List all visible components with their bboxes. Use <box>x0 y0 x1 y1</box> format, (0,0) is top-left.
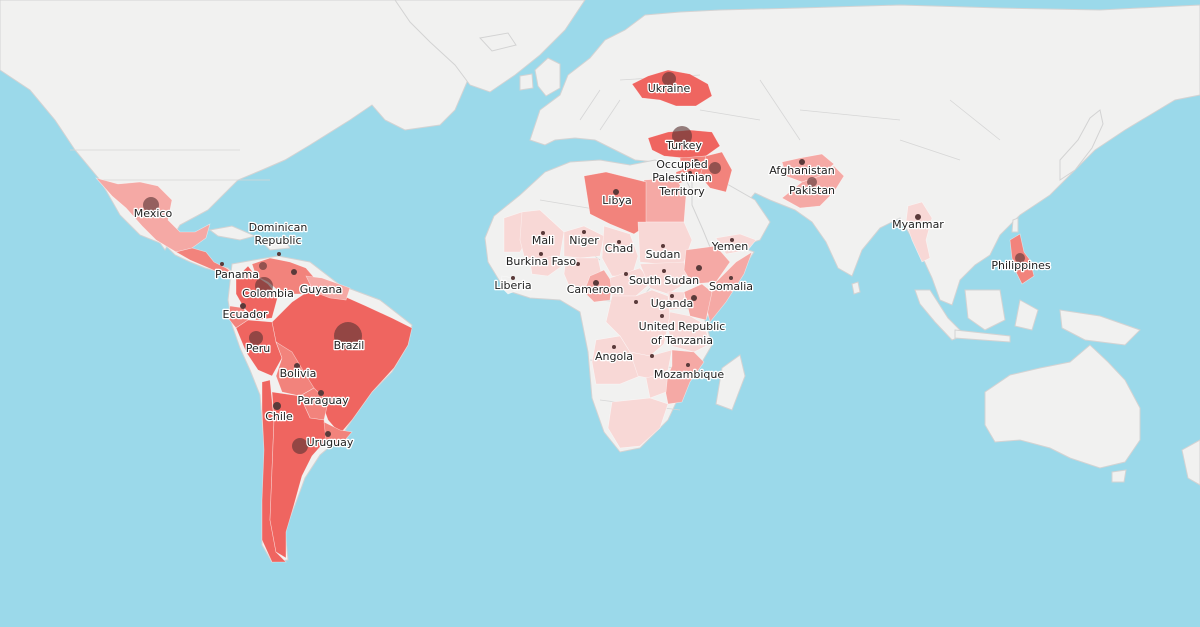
marker-sudan[interactable] <box>661 244 665 248</box>
markers-layer <box>143 72 1025 454</box>
marker-pakistan[interactable] <box>807 177 817 187</box>
marker-iraq[interactable] <box>709 162 721 174</box>
country-kenya[interactable] <box>683 283 713 321</box>
country-central-america[interactable] <box>175 247 233 273</box>
countries-layer <box>95 69 1035 563</box>
marker-bolivia[interactable] <box>294 363 300 369</box>
marker-cameroon[interactable] <box>593 280 599 286</box>
marker-car[interactable] <box>624 272 628 276</box>
marker-brazil[interactable] <box>334 322 362 350</box>
marker-libya[interactable] <box>613 189 619 195</box>
country-argentina[interactable] <box>269 391 329 559</box>
marker-colombia[interactable] <box>255 277 273 295</box>
marker-guyana[interactable] <box>291 269 297 275</box>
marker-philippines[interactable] <box>1015 253 1025 263</box>
country-uruguay[interactable] <box>323 421 353 447</box>
country-niger[interactable] <box>563 225 605 259</box>
marker-mozambique[interactable] <box>686 363 690 367</box>
country-zimbabwe[interactable] <box>645 371 669 399</box>
marker-mexico[interactable] <box>143 197 159 213</box>
marker-dr-congo[interactable] <box>634 300 638 304</box>
marker-uruguay[interactable] <box>325 431 331 437</box>
country-tanzania[interactable] <box>667 311 711 353</box>
country-yemen[interactable] <box>715 233 757 255</box>
marker-liberia[interactable] <box>511 276 515 280</box>
marker-burkina-faso[interactable] <box>539 252 543 256</box>
country-colombia[interactable] <box>235 265 279 321</box>
country-mexico[interactable] <box>95 177 211 253</box>
marker-paraguay[interactable] <box>318 390 324 396</box>
country-pakistan[interactable] <box>781 165 845 209</box>
country-south-sudan[interactable] <box>639 261 689 295</box>
marker-dominican-republic[interactable] <box>277 252 281 256</box>
marker-ecuador[interactable] <box>240 303 246 309</box>
country-cameroon[interactable] <box>583 269 613 303</box>
marker-ukraine[interactable] <box>662 72 676 86</box>
marker-angola[interactable] <box>612 345 616 349</box>
country-sudan[interactable] <box>637 221 693 265</box>
marker-syria[interactable] <box>693 159 699 165</box>
marker-somalia[interactable] <box>729 276 733 280</box>
marker-mali[interactable] <box>541 231 545 235</box>
marker-united-republic-of-tanzania[interactable] <box>660 314 664 318</box>
country-angola[interactable] <box>591 335 641 385</box>
country-egypt[interactable] <box>643 177 687 223</box>
marker-zambia[interactable] <box>650 354 654 358</box>
marker-niger[interactable] <box>582 230 586 234</box>
country-guyana[interactable] <box>305 275 351 301</box>
marker-south-sudan[interactable] <box>662 269 666 273</box>
marker-chad[interactable] <box>617 240 621 244</box>
country-burkina-faso[interactable] <box>529 255 563 277</box>
marker-afghanistan[interactable] <box>799 159 805 165</box>
country-south-africa[interactable] <box>607 397 669 449</box>
country-dr-congo[interactable] <box>605 289 671 357</box>
marker-chile[interactable] <box>273 402 281 410</box>
marker-venezuela[interactable] <box>259 262 267 270</box>
country-myanmar[interactable] <box>905 201 933 263</box>
marker-panama[interactable] <box>220 262 224 266</box>
marker-argentina[interactable] <box>292 438 308 454</box>
marker-uganda[interactable] <box>670 294 674 298</box>
marker-peru[interactable] <box>249 331 263 345</box>
marker-yemen[interactable] <box>730 238 734 242</box>
country-central-african-republic[interactable] <box>609 267 653 297</box>
country-ukraine[interactable] <box>631 69 713 107</box>
marker-kenya[interactable] <box>691 295 697 301</box>
marker-occupied-palestinian-territory[interactable] <box>688 171 692 175</box>
marker-ethiopia[interactable] <box>696 265 702 271</box>
marker-turkey[interactable] <box>672 126 692 146</box>
marker-nigeria[interactable] <box>576 262 580 266</box>
country-mozambique[interactable] <box>663 349 705 405</box>
marker-myanmar[interactable] <box>915 214 921 220</box>
